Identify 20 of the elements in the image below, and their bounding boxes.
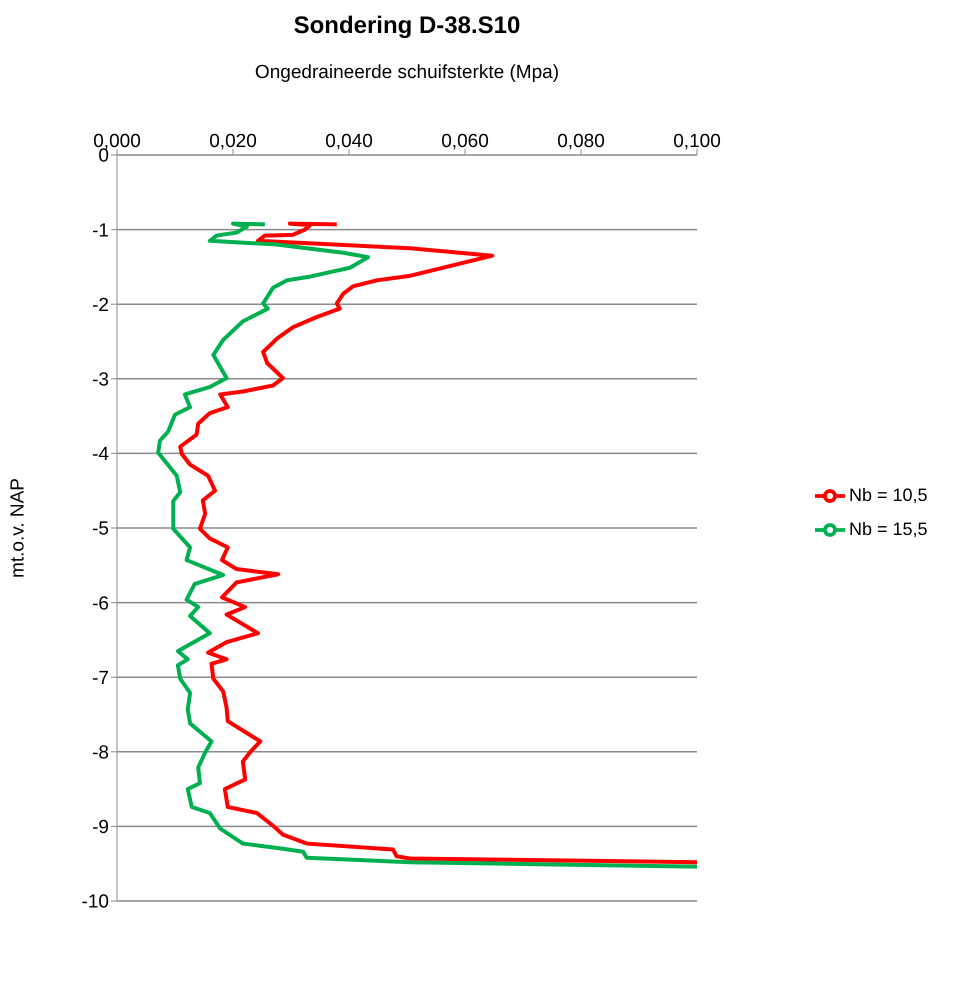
- y-tick-label: -9: [92, 817, 109, 838]
- legend-label: Nb = 15,5: [849, 519, 928, 539]
- y-tick-label: -10: [82, 892, 109, 913]
- y-tick-label: -2: [92, 294, 109, 316]
- x-tick-label: 0,060: [441, 131, 489, 152]
- x-tick-label: 0,020: [209, 131, 257, 152]
- y-tick-label: -4: [92, 444, 110, 466]
- x-tick-label: 0,080: [557, 131, 605, 152]
- legend-label: Nb = 10,5: [849, 485, 928, 505]
- y-tick-label: -3: [92, 370, 109, 391]
- x-tick-label: 0,040: [325, 131, 373, 152]
- chart-title: Sondering D-38.S10: [292, 12, 522, 40]
- x-tick-label: 0,100: [673, 131, 721, 152]
- y-tick-label: -1: [92, 220, 109, 242]
- y-axis-title: mt.o.v. NAP: [8, 478, 29, 578]
- y-tick-label: -6: [92, 593, 109, 614]
- y-tick-label: -8: [92, 742, 109, 764]
- x-axis-title: Ongedraineerde schuifsterkte (Mpa): [254, 62, 560, 84]
- y-tick-label: -5: [92, 518, 109, 540]
- y-tick-label: -7: [92, 668, 109, 689]
